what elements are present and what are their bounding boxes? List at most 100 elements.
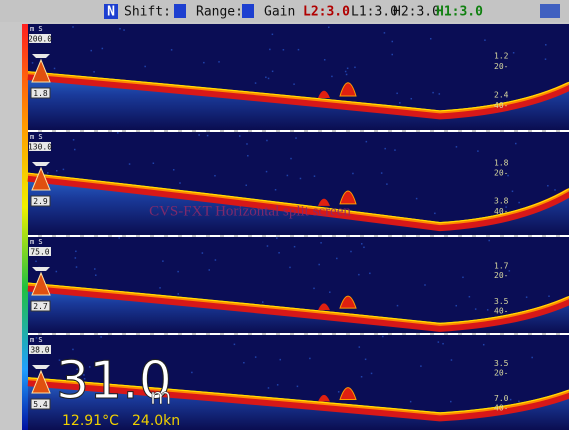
noise	[455, 305, 457, 307]
noise	[361, 376, 363, 378]
noise	[207, 135, 209, 137]
noise	[365, 359, 367, 361]
noise	[47, 172, 49, 174]
noise	[73, 139, 75, 141]
noise	[399, 102, 401, 104]
noise	[397, 305, 399, 307]
noise	[358, 274, 360, 276]
gain-h2: H2:3.0	[393, 5, 440, 20]
range-value: 130.0	[28, 143, 52, 152]
range: Range:	[196, 5, 243, 20]
scale-label: 1.2	[494, 51, 509, 60]
noise	[75, 251, 77, 253]
noise	[191, 372, 193, 374]
noise	[179, 182, 181, 184]
noise	[275, 189, 277, 191]
noise	[278, 252, 280, 254]
scale-label: 20-	[494, 62, 508, 71]
noise	[361, 243, 363, 245]
noise	[346, 74, 348, 76]
noise	[293, 83, 295, 85]
noise	[90, 50, 92, 52]
noise	[488, 240, 490, 242]
noise	[386, 183, 388, 185]
noise	[277, 384, 279, 386]
noise	[324, 59, 326, 61]
noise	[354, 67, 356, 69]
noise	[171, 49, 173, 51]
noise	[153, 162, 155, 164]
noise	[391, 54, 393, 56]
noise	[246, 143, 248, 145]
noise	[363, 247, 365, 249]
noise	[320, 242, 322, 244]
noise	[394, 149, 396, 151]
page: N Shift: Range: Gain L2:3.0 L1:3.0 H2:3.…	[0, 0, 569, 430]
noise	[451, 359, 453, 361]
noise	[547, 185, 549, 187]
left-margin	[0, 237, 22, 333]
scale-label: 20-	[494, 271, 508, 280]
noise	[313, 288, 315, 290]
noise	[475, 308, 477, 310]
noise	[102, 48, 104, 50]
noise	[266, 140, 268, 142]
noise	[268, 78, 270, 80]
noise	[518, 401, 520, 403]
sonar-panel: m S75.02.71.720-3.540-	[0, 236, 569, 334]
noise	[298, 49, 300, 51]
speed: 24.0kn	[132, 413, 180, 429]
noise	[371, 373, 373, 375]
noise	[434, 213, 436, 215]
noise	[442, 343, 444, 345]
scale-label: 40-	[494, 306, 508, 315]
noise	[300, 178, 302, 180]
noise	[93, 71, 95, 73]
noise	[554, 189, 556, 191]
noise	[329, 291, 331, 293]
noise	[438, 341, 440, 343]
shift: Shift:	[124, 5, 171, 20]
noise	[272, 71, 274, 73]
noise	[484, 39, 486, 41]
sonar-screen: N Shift: Range: Gain L2:3.0 L1:3.0 H2:3.…	[0, 0, 569, 430]
scale-label: 3.5	[494, 297, 509, 306]
noise	[359, 346, 361, 348]
noise	[255, 82, 256, 84]
noise	[352, 173, 354, 175]
noise	[117, 132, 119, 134]
noise	[56, 271, 58, 273]
noise	[289, 267, 291, 269]
noise	[290, 158, 292, 160]
noise	[100, 336, 102, 338]
unit-label: m S	[30, 25, 43, 33]
noise	[162, 260, 164, 262]
range-icon	[242, 4, 254, 18]
noise	[173, 169, 175, 171]
left-margin	[0, 24, 22, 130]
color-bar	[22, 24, 28, 430]
noise	[462, 277, 464, 279]
noise	[338, 391, 340, 393]
noise	[287, 175, 289, 177]
noise	[477, 150, 479, 152]
noise	[384, 148, 386, 150]
noise	[56, 170, 58, 172]
noise	[266, 171, 268, 173]
noise	[215, 259, 217, 261]
noise	[545, 44, 547, 46]
noise	[35, 261, 37, 263]
gain-l2: L2:3.0	[303, 5, 350, 20]
depth-value: 1.8	[33, 89, 48, 98]
noise	[416, 198, 418, 200]
noise	[272, 34, 274, 36]
noise	[509, 270, 511, 272]
noise	[76, 266, 78, 268]
noise	[118, 237, 120, 239]
noise	[267, 245, 269, 247]
noise	[75, 257, 77, 259]
noise	[247, 155, 249, 157]
left-margin	[0, 132, 22, 235]
unit-label: m S	[30, 238, 43, 246]
noise	[318, 264, 320, 266]
